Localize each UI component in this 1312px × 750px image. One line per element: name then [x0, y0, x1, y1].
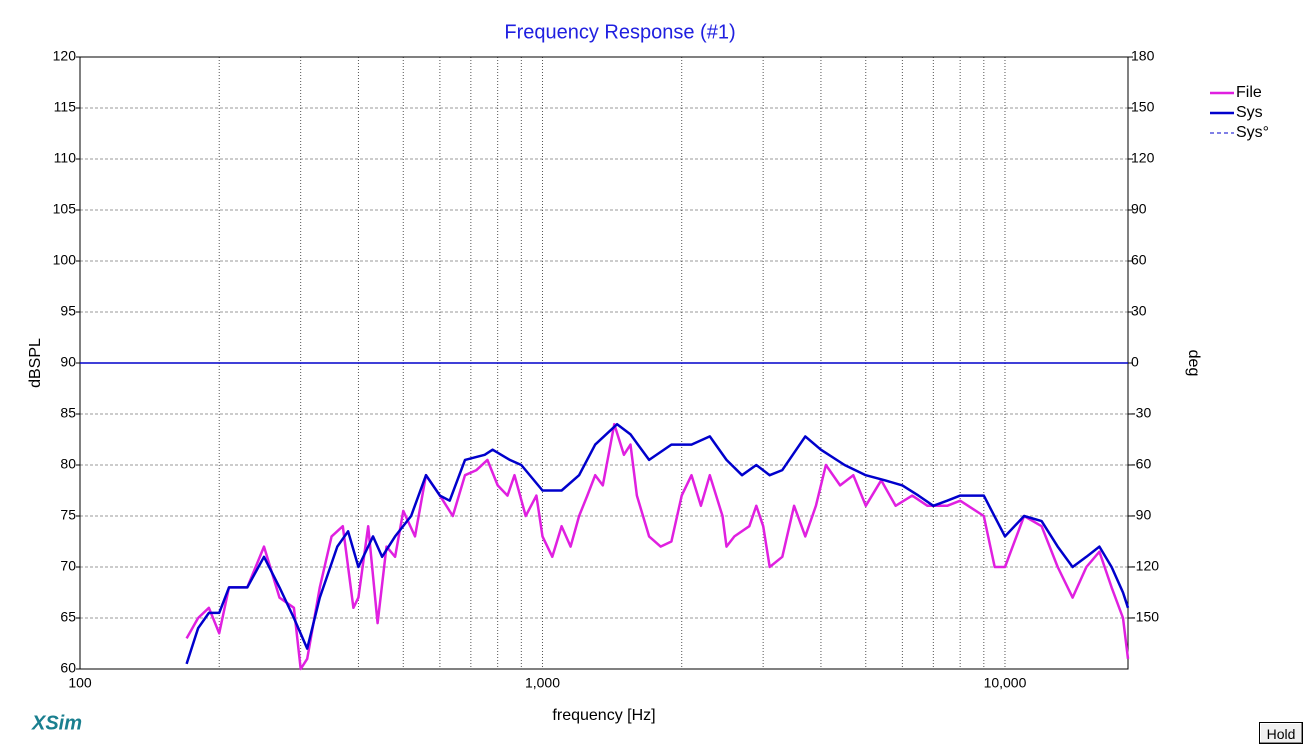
- y-axis-label: dBSPL: [27, 338, 44, 388]
- y2-tick-label: 60: [1131, 252, 1147, 268]
- series-line: [185, 422, 1130, 671]
- chart-title: Frequency Response (#1): [504, 21, 735, 43]
- y-tick-label: 60: [60, 660, 76, 676]
- hold-button[interactable]: Hold: [1259, 722, 1303, 744]
- y-tick-label: 75: [60, 507, 76, 523]
- y2-tick-label: -30: [1131, 405, 1151, 421]
- logo: XSim: [31, 712, 82, 734]
- series-line: [185, 422, 1130, 665]
- y2-tick-label: -60: [1131, 456, 1151, 472]
- legend-label: Sys: [1236, 104, 1263, 121]
- y2-axis-label: deg: [1185, 350, 1202, 377]
- legend-label: Sys°: [1236, 124, 1269, 141]
- y2-tick-label: 120: [1131, 150, 1155, 166]
- y-tick-label: 120: [53, 48, 77, 64]
- y2-tick-label: 150: [1131, 99, 1155, 115]
- y-tick-label: 105: [53, 201, 77, 217]
- y2-tick-label: -90: [1131, 507, 1151, 523]
- y2-tick-label: 180: [1131, 48, 1155, 64]
- y-tick-label: 100: [53, 252, 77, 268]
- y-tick-label: 65: [60, 609, 76, 625]
- legend-label: File: [1236, 84, 1262, 101]
- y-tick-label: 115: [54, 99, 77, 115]
- y-tick-label: 80: [60, 456, 76, 472]
- y2-tick-label: -120: [1131, 558, 1159, 574]
- y-tick-label: 95: [60, 303, 76, 319]
- y-tick-label: 85: [60, 405, 76, 421]
- x-tick-label: 100: [68, 675, 92, 691]
- y-tick-label: 110: [54, 150, 77, 166]
- y-tick-label: 90: [60, 354, 76, 370]
- x-tick-label: 10,000: [984, 675, 1027, 691]
- x-tick-label: 1,000: [525, 675, 560, 691]
- y2-tick-label: -150: [1131, 609, 1159, 625]
- y2-tick-label: 90: [1131, 201, 1147, 217]
- y-tick-label: 70: [60, 558, 76, 574]
- y2-tick-label: 30: [1131, 303, 1147, 319]
- x-axis-label: frequency [Hz]: [552, 707, 655, 724]
- y2-tick-label: 0: [1131, 354, 1139, 370]
